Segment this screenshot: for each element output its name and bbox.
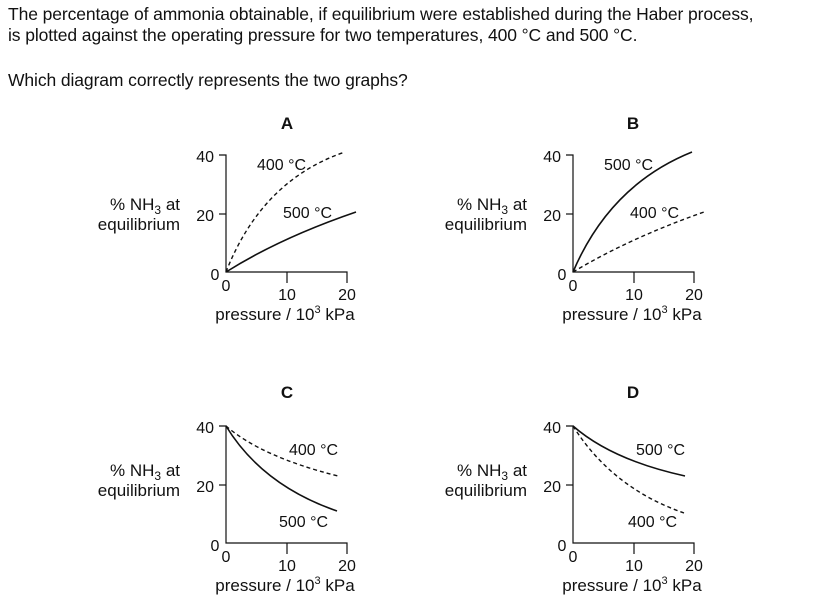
curve-a-500: [225, 211, 357, 273]
option-d-label: D: [627, 383, 639, 402]
y-axis-label-a: % NH3 at: [110, 195, 180, 217]
curve-d-500-label: 500 °C: [636, 442, 685, 459]
x-tick-10: 10: [625, 558, 643, 575]
option-b-graph[interactable]: B % NH3 at equilibrium 40 20 0 0 10 20 p…: [445, 114, 705, 324]
y-tick-20: 20: [543, 208, 561, 225]
y-axis-label-a-line2: equilibrium: [98, 215, 180, 234]
y-tick-20: 20: [196, 479, 214, 496]
x-tick-10: 10: [278, 558, 296, 575]
x-axis-label-a: pressure / 103 kPa: [215, 304, 355, 324]
curve-c-500-label: 500 °C: [279, 514, 328, 531]
x-tick-20: 20: [338, 287, 356, 304]
curve-b-500: [572, 151, 693, 273]
option-d-graph[interactable]: D % NH3 at equilibrium 40 20 0 0 10 20 p…: [445, 383, 703, 595]
question-line-1: The percentage of ammonia obtainable, if…: [8, 4, 754, 24]
y-axis-label-d-line2: equilibrium: [445, 481, 527, 500]
y-tick-40: 40: [543, 149, 561, 166]
x-axis-label-b: pressure / 103 kPa: [562, 304, 702, 324]
curve-a-400-label: 400 °C: [257, 157, 306, 174]
x-tick-20: 20: [685, 558, 703, 575]
x-tick-0: 0: [222, 278, 231, 295]
curve-b-500-label: 500 °C: [604, 157, 653, 174]
option-b-label: B: [627, 114, 639, 133]
x-tick-0: 0: [569, 278, 578, 295]
y-tick-40: 40: [543, 420, 561, 437]
y-axis-label-d: % NH3 at: [457, 461, 527, 483]
axes-d: [566, 425, 695, 554]
question-line-2: is plotted against the operating pressur…: [8, 25, 638, 45]
axes-c: [219, 425, 348, 554]
y-tick-0: 0: [558, 538, 567, 555]
y-axis-label-b: % NH3 at: [457, 195, 527, 217]
curve-c-400: [225, 425, 339, 477]
option-c-graph[interactable]: C % NH3 at equilibrium 40 20 0 0 10 20 p…: [98, 383, 356, 595]
y-tick-20: 20: [196, 208, 214, 225]
y-tick-20: 20: [543, 479, 561, 496]
x-axis-label-d: pressure / 103 kPa: [562, 575, 702, 595]
curve-d-400: [572, 425, 685, 514]
curve-d-400-label: 400 °C: [628, 514, 677, 531]
curve-c-400-label: 400 °C: [289, 442, 338, 459]
x-tick-20: 20: [685, 287, 703, 304]
y-tick-0: 0: [211, 538, 220, 555]
option-a-label: A: [281, 114, 293, 133]
curve-b-400-label: 400 °C: [630, 205, 679, 222]
question-prompt: Which diagram correctly represents the t…: [8, 70, 408, 90]
x-tick-0: 0: [222, 549, 231, 566]
y-tick-40: 40: [196, 420, 214, 437]
curve-a-400: [225, 151, 346, 273]
y-axis-label-b-line2: equilibrium: [445, 215, 527, 234]
x-tick-10: 10: [278, 287, 296, 304]
curve-a-500-label: 500 °C: [283, 205, 332, 222]
x-tick-20: 20: [338, 558, 356, 575]
x-tick-0: 0: [569, 549, 578, 566]
y-tick-40: 40: [196, 149, 214, 166]
y-axis-label-c: % NH3 at: [110, 461, 180, 483]
x-axis-label-c: pressure / 103 kPa: [215, 575, 355, 595]
x-tick-10: 10: [625, 287, 643, 304]
y-tick-0: 0: [211, 267, 220, 284]
y-tick-0: 0: [558, 267, 567, 284]
option-c-label: C: [281, 383, 293, 402]
curve-d-500: [572, 425, 686, 477]
option-a-graph[interactable]: A % NH3 at equilibrium 40 20 0 0 10 20 p…: [98, 114, 357, 324]
curve-c-500: [225, 425, 338, 512]
curve-b-400: [572, 211, 705, 273]
y-axis-label-c-line2: equilibrium: [98, 481, 180, 500]
